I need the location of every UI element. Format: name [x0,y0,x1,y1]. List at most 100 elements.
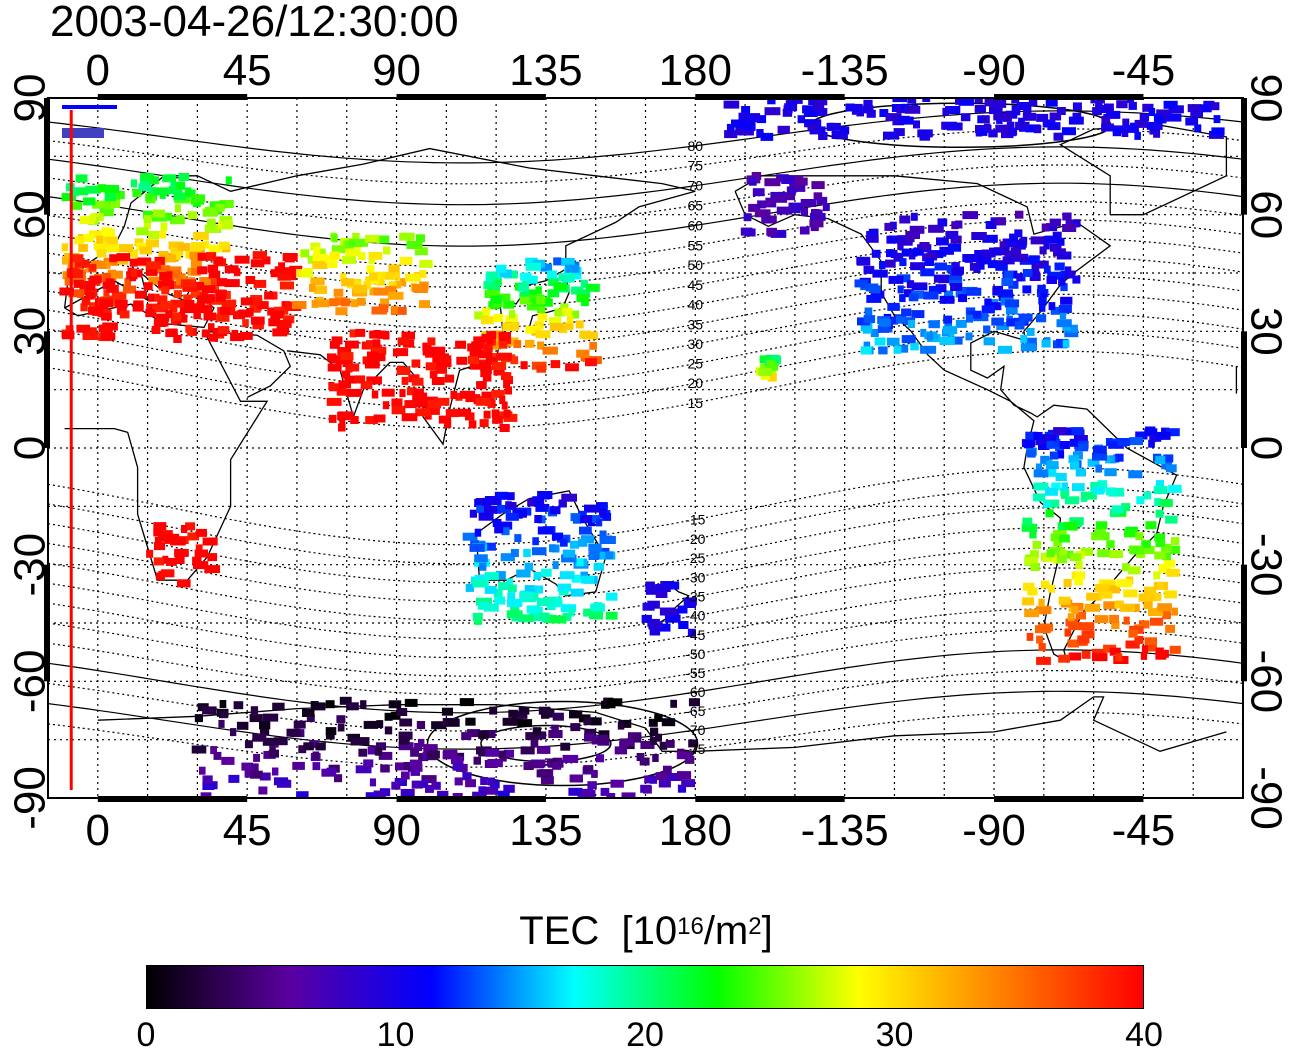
tec-cell [119,244,133,253]
tec-cell [1045,98,1058,107]
tec-cell [928,224,944,233]
tec-cell [111,270,123,279]
tec-cell [425,362,438,371]
tec-cell [1075,611,1087,620]
tec-cell [1185,117,1199,126]
lat-tick-right: -60 [1242,650,1291,714]
tec-cell [1033,482,1049,491]
tec-cell [666,773,682,781]
tec-cell [991,317,1004,326]
tec-cell [1162,611,1171,620]
tec-cell [111,191,125,200]
tec-cell [1165,515,1178,524]
tec-cell [173,192,186,201]
tec-cell [103,201,111,210]
tec-cell [1005,239,1018,248]
tec-cell [415,399,431,408]
tec-cell [1039,246,1047,255]
tec-cell [1160,499,1173,507]
tec-cell [1016,102,1030,110]
contour-label: 65 [688,198,704,214]
tec-cell [369,330,385,339]
tec-cell [282,267,293,276]
tec-cell [375,747,382,756]
tec-cell [999,289,1013,298]
tec-cell [364,360,380,369]
tec-cell [663,581,680,590]
tec-cell [487,336,494,345]
tec-cell [1051,482,1061,491]
tec-cell [568,608,575,617]
tec-cell [532,547,547,556]
tec-cell [1022,269,1033,277]
tec-cell [1068,622,1082,631]
tec-cell [145,239,159,248]
tec-cell [475,397,491,406]
tec-cell [170,299,185,308]
tec-cell [605,551,614,560]
tec-cell [1025,556,1039,565]
tec-cell [897,242,904,250]
contour-line [48,690,1243,750]
tec-cell [1038,296,1047,305]
tec-cell [924,258,934,266]
contour-label: -75 [685,741,705,757]
tec-cell [497,790,510,798]
tec-cell [462,532,478,541]
tec-cell [1155,651,1167,660]
tec-cell [520,361,528,370]
tec-cell [1072,102,1082,111]
tec-cell [901,335,916,344]
tec-cell [743,213,752,222]
tec-cell [492,415,503,424]
tec-cell [479,419,489,428]
tec-cell [186,327,194,336]
tec-cell [517,719,533,728]
tec-cell [884,222,894,231]
tec-cell [250,316,265,325]
tec-cell [119,310,130,319]
tec-cell [429,370,438,379]
tec-cell [487,777,495,786]
tec-cell [353,284,367,293]
tec-cell [368,251,383,260]
colorbar-unit-open: [10 [621,909,678,953]
tec-cell [946,122,963,131]
tec-cell [480,362,491,371]
tec-cell [901,308,912,317]
tec-cell [954,266,964,275]
tec-cell [584,728,597,737]
tec-cell [1093,445,1107,454]
tec-cell [860,323,873,332]
contour-oval [426,700,699,787]
tec-cell [583,765,594,774]
tec-cell [1064,270,1076,279]
contour-label: -60 [685,684,705,700]
tec-cell [502,717,517,726]
tec-cell [165,310,173,319]
tec-cell [122,285,136,294]
tec-cell [1157,581,1164,590]
tec-cell [1164,590,1177,599]
frame-ticks [44,94,1247,802]
tec-cell [583,608,591,617]
tec-cell [1042,119,1056,128]
tec-cell [1081,630,1095,639]
tec-cell [230,728,237,737]
tec-cell [326,397,342,406]
tec-cell [1044,499,1060,508]
tec-cell [1062,339,1070,348]
tec-cell [392,348,399,357]
tec-cell [1049,451,1059,460]
tec-cell [480,542,496,551]
tec-cell [145,267,158,276]
tec-cell [554,308,566,317]
tec-cell [219,700,227,708]
tec-cell [516,569,531,578]
lon-tick-bottom: 135 [509,806,582,855]
tec-cell [541,568,552,577]
tec-cell [388,291,404,300]
contour-line [48,275,1243,349]
tec-cell [926,332,934,341]
tec-cell [422,342,432,351]
